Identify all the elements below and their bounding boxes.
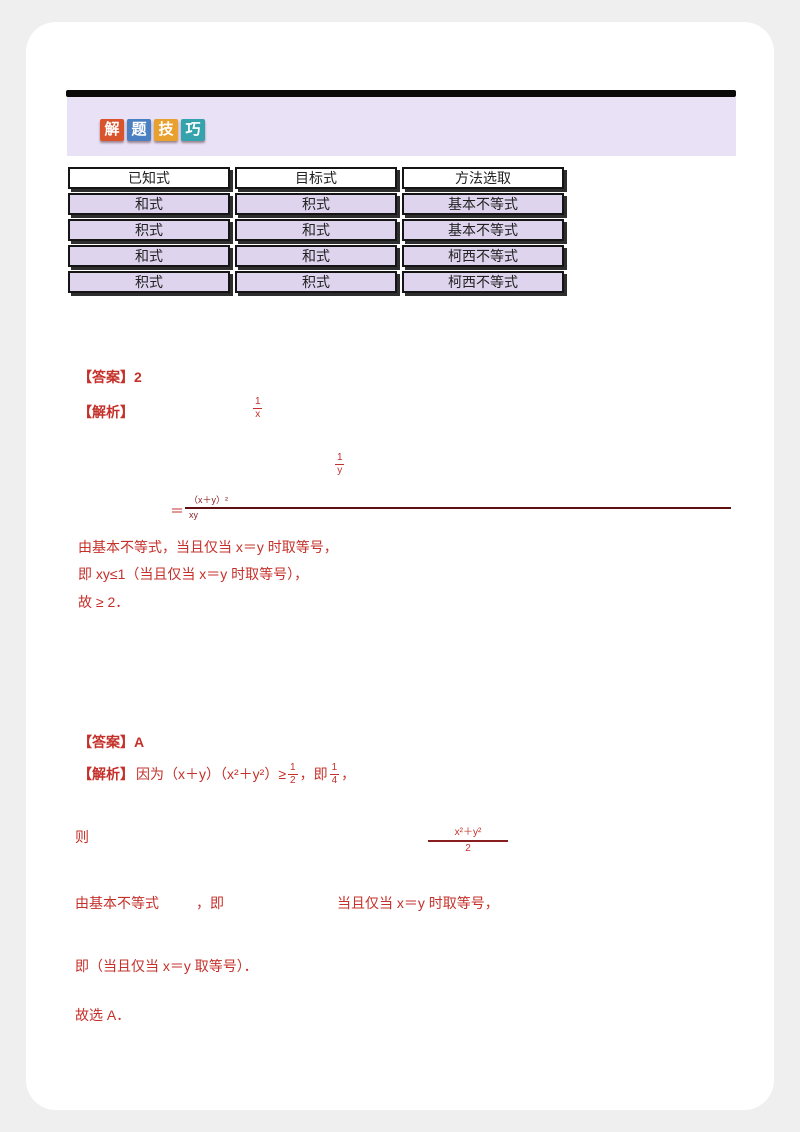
method-selection-table: 已知式 目标式 方法选取 和式 积式 基本不等式 积式 和式 基本不等式 和式 … xyxy=(68,167,564,293)
fraction-denominator: xy xyxy=(189,509,198,520)
solution1-answer-line: 【答案】2 xyxy=(78,369,142,386)
fraction-numerator: 1 xyxy=(290,762,296,773)
solution2-hence-line: 即（当且仅当 x＝y 取等号）． xyxy=(75,958,258,974)
solution1-analysis-line: 【解析】 xyxy=(78,404,134,421)
table-cell: 和式 xyxy=(235,245,397,267)
table-cell: 基本不等式 xyxy=(402,219,564,241)
badge-char-icon: 解 xyxy=(100,119,124,141)
table-cell: 积式 xyxy=(68,219,230,241)
badge-char-icon: 巧 xyxy=(181,119,205,141)
table-header-method: 方法选取 xyxy=(402,167,564,189)
table-cell: 积式 xyxy=(235,271,397,293)
answer-label: 【答案】 xyxy=(78,369,134,385)
math-text: 因为（x＋y）（x²＋y²）≥ xyxy=(136,765,287,782)
technique-panel: 解 题 技 巧 xyxy=(67,97,736,156)
solution2-basic-inequality-line: 由基本不等式 xyxy=(75,895,159,911)
fraction: 1 2 xyxy=(288,762,298,786)
equals-sign: ＝ xyxy=(170,503,184,519)
technique-badge: 解 题 技 巧 xyxy=(100,119,205,141)
fraction-bar xyxy=(185,506,731,509)
answer-value: 2 xyxy=(134,369,142,385)
solution1-hence-line: 即 xy≤1（当且仅当 x＝y 时取等号）， xyxy=(78,566,309,582)
fraction-numerator: （x＋y）² xyxy=(189,495,228,505)
fraction-denominator: y xyxy=(335,463,345,476)
solution2-analysis-line: 【解析】 因为（x＋y）（x²＋y²）≥ 1 2 ，即 1 4 ， xyxy=(78,762,356,786)
table-cell: 柯西不等式 xyxy=(402,245,564,267)
analysis-label: 【解析】 xyxy=(78,765,134,782)
answer-label: 【答案】 xyxy=(78,734,134,750)
math-text: ，即 xyxy=(299,765,328,782)
solution1-basic-inequality-line: 由基本不等式，当且仅当 x＝y 时取等号， xyxy=(78,539,338,555)
display-fraction: x²＋y² 2 xyxy=(428,827,508,854)
fraction-numerator: 1 xyxy=(337,452,343,463)
fraction-denominator: x xyxy=(253,407,263,420)
fraction-denominator: 2 xyxy=(465,842,471,854)
table-cell: 柯西不等式 xyxy=(402,271,564,293)
table-cell: 和式 xyxy=(68,245,230,267)
solution1-conclusion-line: 故 ≥ 2． xyxy=(78,594,130,610)
fraction-bar xyxy=(428,839,508,842)
analysis-label: 【解析】 xyxy=(78,404,134,420)
table-cell: 积式 xyxy=(68,271,230,293)
solution2-answer-line: 【答案】A xyxy=(78,734,144,751)
answer-value: A xyxy=(134,734,145,750)
fraction-numerator: 1 xyxy=(255,396,261,407)
fraction-denominator: 2 xyxy=(288,773,298,786)
solution2-conclusion-line: 故选 A． xyxy=(75,1007,131,1023)
fraction: 1 x xyxy=(253,396,263,420)
table-header-target: 目标式 xyxy=(235,167,397,189)
fraction-numerator: x²＋y² xyxy=(454,827,482,838)
solution2-equality-condition: 当且仅当 x＝y 时取等号， xyxy=(337,895,499,911)
fraction: 1 4 xyxy=(329,762,340,786)
table-header-known: 已知式 xyxy=(68,167,230,189)
math-text: ， xyxy=(341,765,356,782)
table-cell: 和式 xyxy=(68,193,230,215)
table-cell: 和式 xyxy=(235,219,397,241)
fraction-denominator: 4 xyxy=(329,773,340,786)
section-divider-bar xyxy=(66,90,736,97)
badge-char-icon: 题 xyxy=(127,119,151,141)
solution2-basic-inequality-mid: ，即 xyxy=(196,895,224,911)
badge-char-icon: 技 xyxy=(154,119,178,141)
fraction-numerator: 1 xyxy=(331,762,338,773)
table-cell: 基本不等式 xyxy=(402,193,564,215)
display-fraction: （x＋y）² xy xyxy=(185,495,731,521)
table-cell: 积式 xyxy=(235,193,397,215)
solution2-then-line: 则 xyxy=(75,829,89,845)
fraction: 1 y xyxy=(335,452,345,476)
